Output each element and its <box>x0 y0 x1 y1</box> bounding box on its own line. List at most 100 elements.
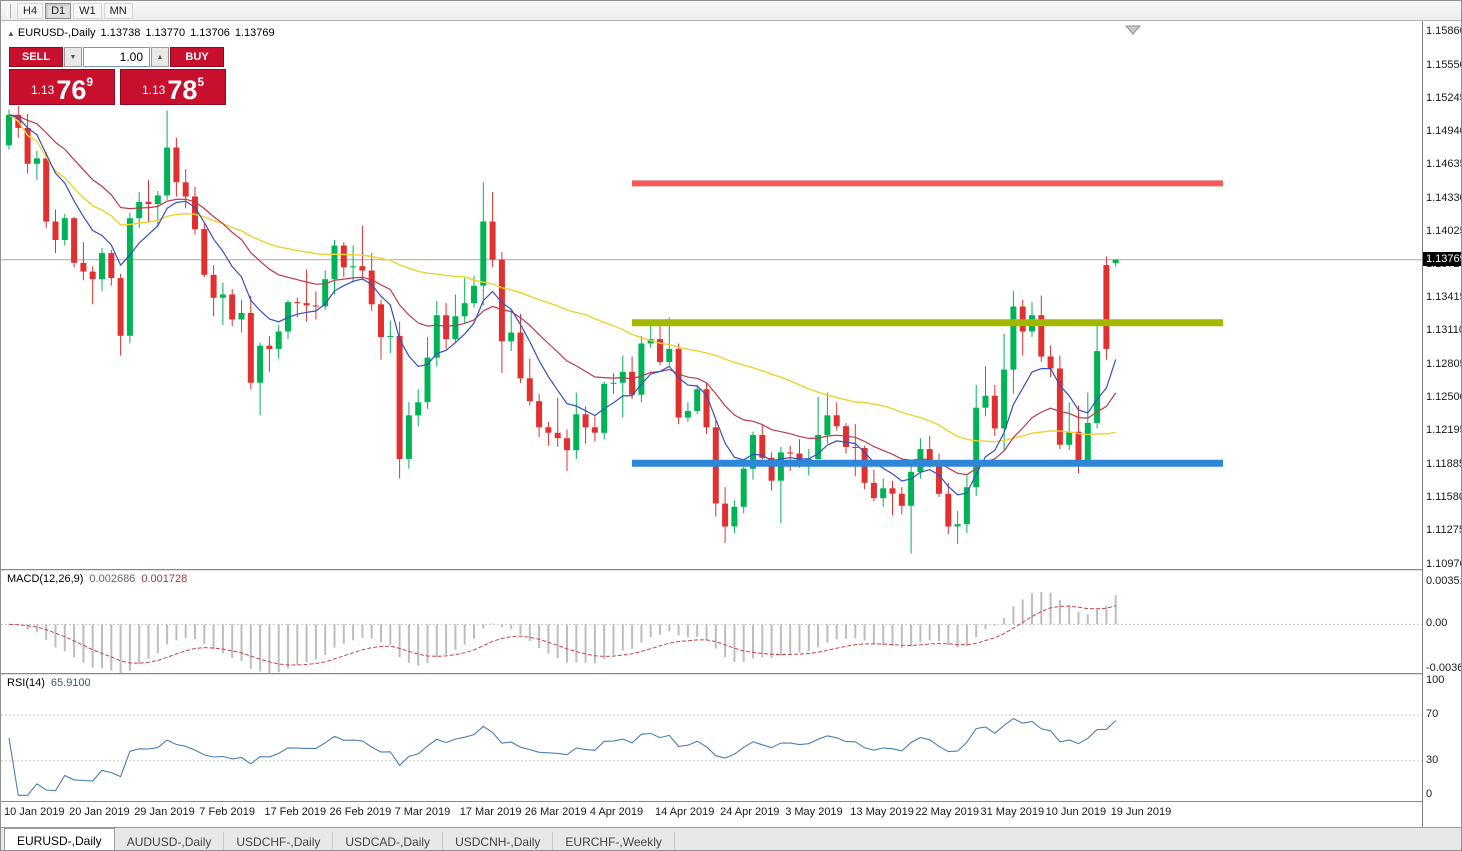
rsi-line <box>8 717 1117 796</box>
symbol-period-label: EURUSD-,Daily <box>17 27 96 39</box>
date-axis-label: 10 Jun 2019 <box>1045 806 1107 818</box>
sell-button[interactable]: SELL <box>9 47 63 67</box>
macd-axis-label: 0.003518 <box>1426 574 1461 587</box>
macd-histogram <box>8 591 1117 673</box>
date-axis-label: 22 May 2019 <box>915 806 979 818</box>
price-axis-label: 1.11885 <box>1426 457 1462 470</box>
price-chart-canvas[interactable] <box>1 23 1422 569</box>
volume-increase-button[interactable]: ▲ <box>151 47 169 67</box>
macd-axis-label: 0.00 <box>1426 617 1448 630</box>
timeframe-toolbar: H4 D1 W1 MN <box>1 1 1461 21</box>
date-axis-label: 14 Apr 2019 <box>655 806 715 818</box>
symbol-tab-eurchf-weekly[interactable]: EURCHF-,Weekly <box>553 832 675 850</box>
date-axis-label: 10 Jan 2019 <box>4 806 65 818</box>
price-axis-label: 1.15860 <box>1426 25 1462 38</box>
rsi-value: 65.9100 <box>50 677 91 689</box>
date-axis-label: 31 May 2019 <box>980 806 1045 818</box>
candlesticks-layer <box>6 106 1119 554</box>
sell-price-pips: 76 <box>56 75 87 106</box>
current-price-badge: 1.13769 <box>1423 251 1461 266</box>
price-axis-label: 1.11275 <box>1426 524 1462 537</box>
buy-price-pips: 78 <box>167 75 198 106</box>
price-axis-label: 1.11580 <box>1426 491 1462 504</box>
ohlc-close: 1.13769 <box>234 27 275 39</box>
one-click-trading-panel: SELL ▼ ▲ BUY 1.13 76 9 1.13 78 5 <box>9 47 226 105</box>
price-axis-label: 1.13415 <box>1426 291 1462 304</box>
pane-separator[interactable] <box>1 673 1461 675</box>
price-axis-label: 1.15245 <box>1426 92 1462 104</box>
date-axis-label: 29 Jan 2019 <box>134 806 195 818</box>
date-axis-label: 7 Feb 2019 <box>199 806 255 818</box>
price-axis-label: 1.12500 <box>1426 390 1462 403</box>
symbol-tab-usdchf-daily[interactable]: USDCHF-,Daily <box>224 832 334 850</box>
symbol-tab-usdcnh-daily[interactable]: USDCNH-,Daily <box>443 832 554 850</box>
chart-title: ▲ EURUSD-,Daily 1.13738 1.13770 1.13706 1.137… <box>7 27 280 39</box>
ohlc-low: 1.13706 <box>190 27 230 39</box>
chevron-down-icon: ▼ <box>69 53 77 61</box>
symbol-tab-audusd-daily[interactable]: AUDUSD-,Daily <box>115 832 225 850</box>
macd-axis-label: -0.00367 <box>1426 661 1461 674</box>
volume-input[interactable] <box>83 47 150 67</box>
symbol-tab-eurusd-daily[interactable]: EURUSD-,Daily <box>4 828 115 850</box>
macd-name: MACD(12,26,9) <box>7 573 84 585</box>
buy-price-figure: 1.13 <box>141 83 166 97</box>
buy-button[interactable]: BUY <box>170 47 224 67</box>
date-axis-label: 4 Apr 2019 <box>589 806 644 818</box>
rsi-axis-label: 70 <box>1426 708 1439 721</box>
date-axis-label: 19 Jun 2019 <box>1110 806 1172 818</box>
price-axis[interactable]: 1.15860 1.15550 1.15245 1.14940 1.14635 1.143… <box>1422 21 1462 827</box>
chart-shift-marker[interactable] <box>1124 25 1142 35</box>
pane-separator <box>1 801 1461 802</box>
price-axis-label: 1.10970 <box>1426 557 1462 570</box>
date-axis-label: 13 May 2019 <box>850 806 914 818</box>
macd-panel[interactable]: MACD(12,26,9) 0.002686 0.001728 <box>1 571 1422 673</box>
ma-slow-line <box>8 114 1116 443</box>
date-axis-label: 24 Apr 2019 <box>720 806 780 818</box>
timeframe-button-mn[interactable]: MN <box>103 2 133 19</box>
sell-price-figure: 1.13 <box>30 83 55 97</box>
price-axis-label: 1.12805 <box>1426 357 1462 370</box>
rsi-axis-label: 30 <box>1426 753 1439 766</box>
buy-price-display[interactable]: 1.13 78 5 <box>120 69 226 105</box>
collapse-arrow-icon[interactable]: ▲ <box>7 29 15 38</box>
timeframe-button-d1[interactable]: D1 <box>45 2 72 19</box>
macd-signal-line <box>8 605 1116 666</box>
price-axis-label: 1.12195 <box>1426 424 1462 437</box>
rsi-panel[interactable]: RSI(14) 65.9100 <box>1 675 1422 801</box>
date-axis-label: 17 Feb 2019 <box>264 806 327 818</box>
timeframe-button-h4[interactable]: H4 <box>17 2 44 19</box>
price-axis-label: 1.14025 <box>1426 224 1462 237</box>
date-axis-label: 20 Jan 2019 <box>69 806 130 818</box>
symbol-tabs-bar: EURUSD-,Daily AUDUSD-,Daily USDCHF-,Daily U… <box>1 827 1461 850</box>
chevron-up-icon: ▲ <box>156 53 164 61</box>
date-axis-label: 3 May 2019 <box>785 806 843 818</box>
sell-price-display[interactable]: 1.13 76 9 <box>9 69 115 105</box>
buy-price-point: 5 <box>197 75 205 89</box>
date-axis-label: 26 Mar 2019 <box>524 806 587 818</box>
date-axis-label: 26 Feb 2019 <box>329 806 392 818</box>
price-axis-label: 1.15550 <box>1426 58 1462 71</box>
date-axis[interactable]: 10 Jan 2019 20 Jan 2019 29 Jan 2019 7 Feb 2… <box>1 802 1422 827</box>
macd-main-value: 0.002686 <box>89 573 136 585</box>
rsi-name: RSI(14) <box>7 677 45 689</box>
ohlc-open: 1.13738 <box>100 27 141 39</box>
macd-canvas <box>1 591 1422 673</box>
date-axis-label: 17 Mar 2019 <box>459 806 522 818</box>
main-chart-pane[interactable]: ▲ EURUSD-,Daily 1.13738 1.13770 1.13706 1.137… <box>1 23 1422 569</box>
ma-fast-line <box>8 114 1117 496</box>
date-axis-label: 7 Mar 2019 <box>394 806 451 818</box>
rsi-label: RSI(14) 65.9100 <box>7 677 97 689</box>
price-axis-label: 1.13110 <box>1426 324 1462 337</box>
volume-decrease-button[interactable]: ▼ <box>64 47 82 67</box>
rsi-axis-label: 0 <box>1426 788 1433 801</box>
price-axis-label: 1.14635 <box>1426 158 1462 171</box>
macd-signal-value: 0.001728 <box>141 573 188 585</box>
sell-price-point: 9 <box>86 75 94 89</box>
timeframe-button-w1[interactable]: W1 <box>73 2 102 19</box>
pane-separator[interactable] <box>1 569 1461 571</box>
ohlc-high: 1.13770 <box>145 27 186 39</box>
toolbar-grip <box>7 3 11 18</box>
price-axis-label: 1.14330 <box>1426 191 1462 204</box>
symbol-tab-usdcad-daily[interactable]: USDCAD-,Daily <box>333 832 444 850</box>
